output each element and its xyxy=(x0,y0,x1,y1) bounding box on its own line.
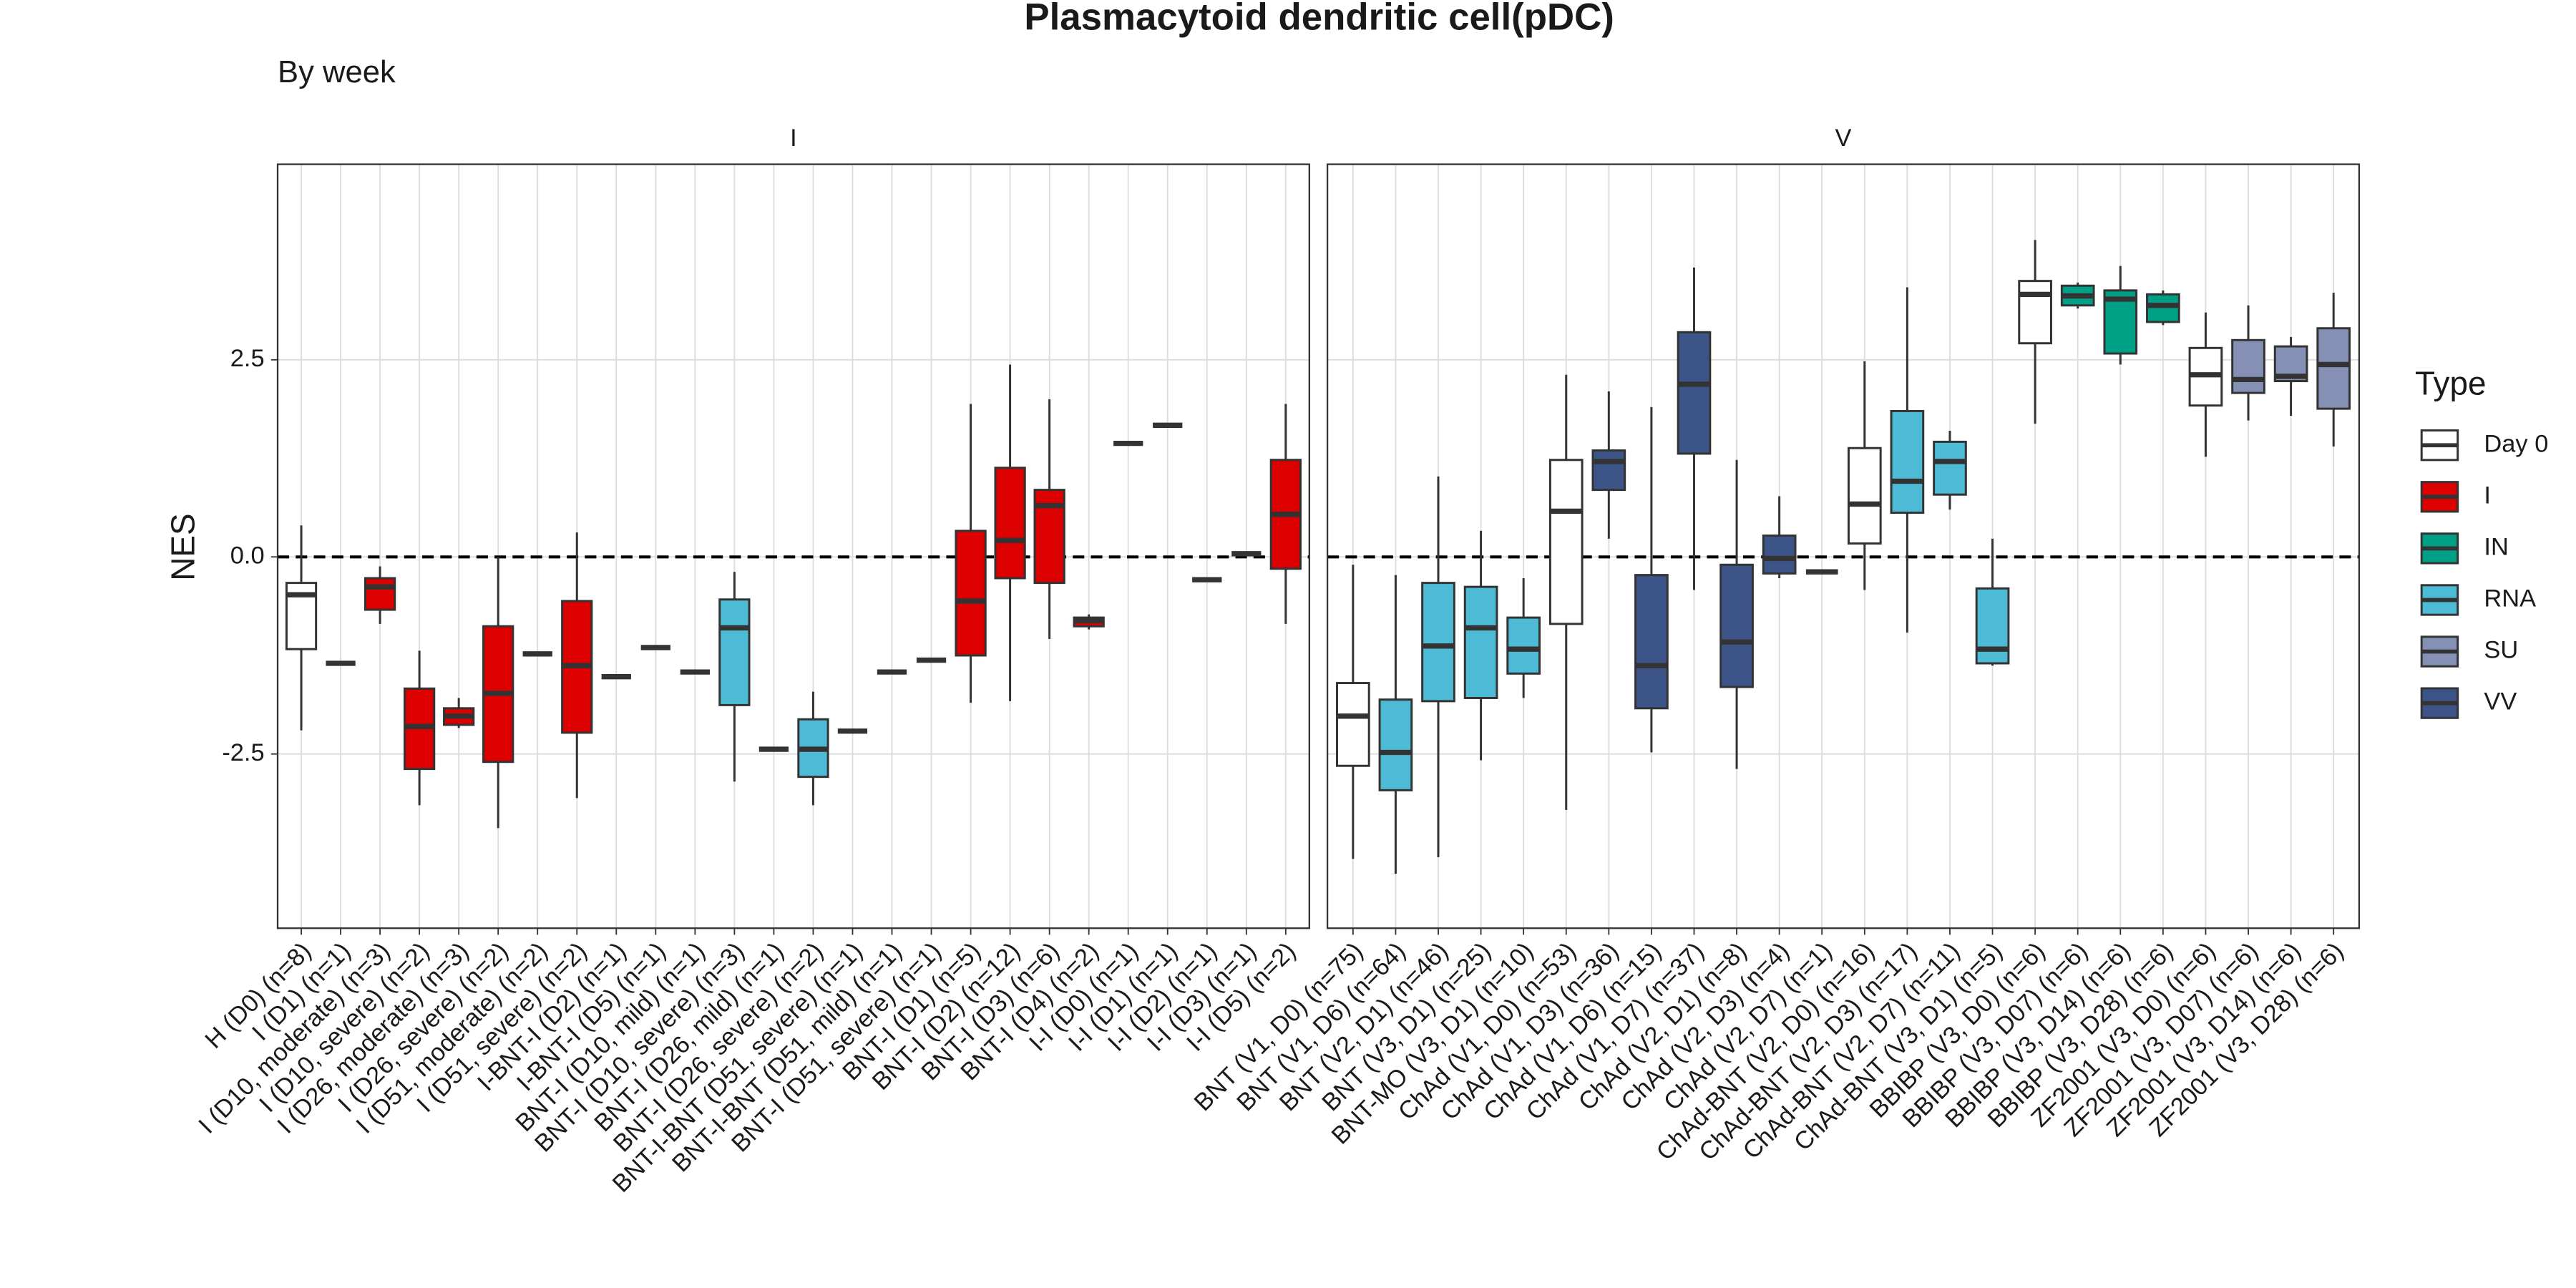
box xyxy=(2146,293,2180,323)
box xyxy=(1421,582,1455,703)
box xyxy=(1378,698,1413,791)
legend-label: IN xyxy=(2484,533,2508,560)
y-tick-label: -2.5 xyxy=(222,739,264,766)
box xyxy=(1548,459,1584,625)
box xyxy=(1591,449,1626,492)
box xyxy=(994,467,1026,580)
y-tick-label: 2.5 xyxy=(230,345,265,372)
box xyxy=(1890,409,1925,514)
chart-subtitle: By week xyxy=(278,55,396,89)
legend-label: Day 0 xyxy=(2484,430,2548,457)
box xyxy=(1933,440,1967,496)
box xyxy=(1463,585,1498,699)
legend-label: SU xyxy=(2484,637,2518,664)
panel-border xyxy=(276,163,1310,930)
box xyxy=(1677,331,1712,455)
box xyxy=(955,530,987,657)
y-axis-label: NES xyxy=(165,513,202,580)
box xyxy=(1847,447,1882,545)
box xyxy=(1719,563,1754,688)
panel-background xyxy=(1327,164,2359,929)
legend-label: I xyxy=(2484,482,2491,509)
y-tick-label: 0.0 xyxy=(230,542,265,569)
box xyxy=(1975,587,2010,665)
legend-label: RNA xyxy=(2484,585,2536,613)
box xyxy=(364,577,396,611)
box xyxy=(1634,574,1669,710)
box xyxy=(1336,682,1370,767)
strip-label: I xyxy=(790,125,797,152)
legend-title: Type xyxy=(2415,365,2487,402)
panel-background xyxy=(278,164,1309,929)
box xyxy=(2018,280,2052,345)
legend-label: VV xyxy=(2484,688,2517,716)
chart-title: Plasmacytoid dendritic cell(pDC) xyxy=(1024,0,1614,39)
box xyxy=(2231,338,2265,394)
panel-border xyxy=(1326,163,2361,930)
box xyxy=(2316,327,2351,410)
strip-label: V xyxy=(1835,125,1852,152)
box xyxy=(1506,616,1541,675)
box xyxy=(718,598,751,706)
box xyxy=(1762,535,1797,575)
